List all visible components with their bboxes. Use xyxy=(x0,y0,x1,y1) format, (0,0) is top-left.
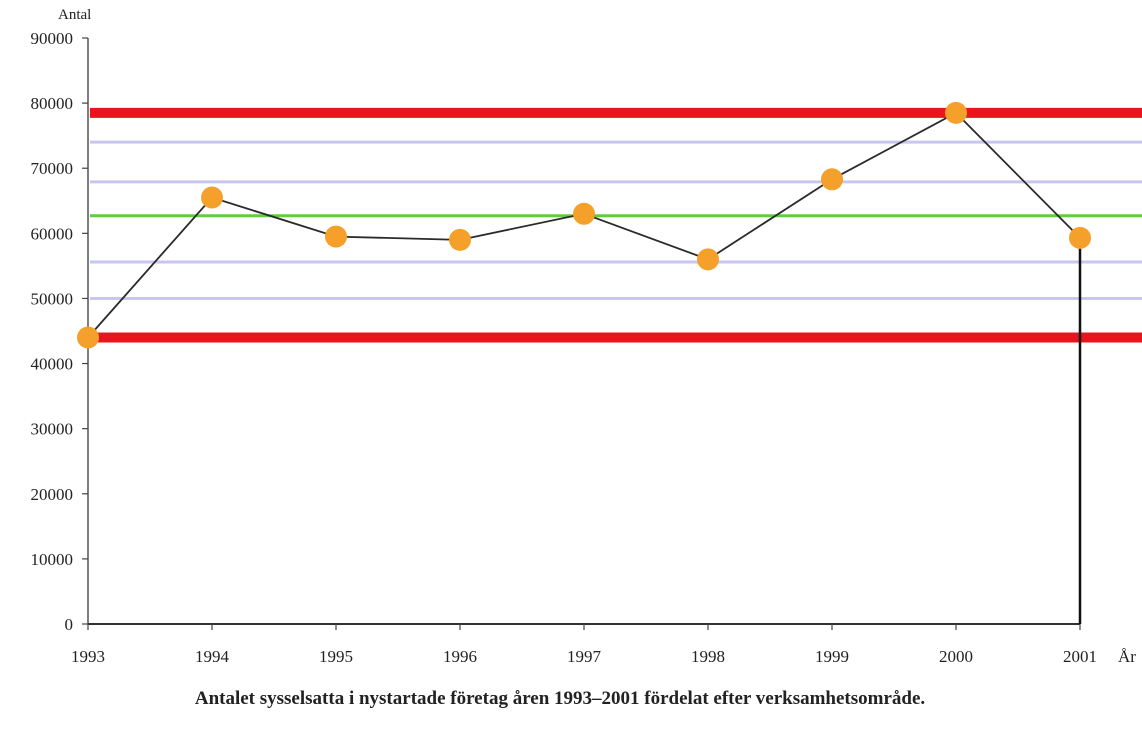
y-axis-label: Antal xyxy=(58,7,91,23)
x-tick-label: 1993 xyxy=(71,647,105,666)
data-point xyxy=(945,101,967,124)
data-point xyxy=(325,225,347,248)
y-tick-label: 40000 xyxy=(31,355,74,374)
y-tick-label: 20000 xyxy=(31,485,74,504)
y-tick-label: 10000 xyxy=(31,550,74,569)
y-tick-label: 30000 xyxy=(31,420,74,439)
chart-caption: Antalet sysselsatta i nystartade företag… xyxy=(195,688,925,709)
data-point xyxy=(1069,226,1091,249)
x-tick-label: 1995 xyxy=(319,647,353,666)
data-point xyxy=(821,168,843,191)
data-point xyxy=(573,202,595,225)
x-tick-label: 2000 xyxy=(939,647,973,666)
x-tick-label: 2001 xyxy=(1063,647,1097,666)
y-tick-label: 80000 xyxy=(31,94,74,113)
y-tick-label: 90000 xyxy=(31,29,74,48)
y-ticks: 0 10000 20000 30000 40000 50000 60000 70000 8000… xyxy=(31,29,88,634)
x-axis-label: År xyxy=(1118,647,1136,666)
x-tick-label: 1994 xyxy=(195,647,230,666)
y-tick-label: 70000 xyxy=(31,159,74,178)
x-tick-label: 1998 xyxy=(691,647,725,666)
data-point xyxy=(201,186,223,209)
x-ticks: 1993 1994 1995 1996 1997 1998 1999 2000 2001 xyxy=(71,624,1097,666)
x-tick-label: 1997 xyxy=(567,647,602,666)
y-tick-label: 60000 xyxy=(31,224,74,243)
y-tick-label: 50000 xyxy=(31,289,74,308)
data-point xyxy=(449,228,471,251)
x-tick-label: 1999 xyxy=(815,647,849,666)
data-point xyxy=(697,248,719,271)
y-tick-label: 0 xyxy=(65,615,74,634)
series xyxy=(77,101,1091,349)
data-point xyxy=(77,326,99,349)
x-tick-label: 1996 xyxy=(443,647,477,666)
series-line xyxy=(87,111,1081,339)
